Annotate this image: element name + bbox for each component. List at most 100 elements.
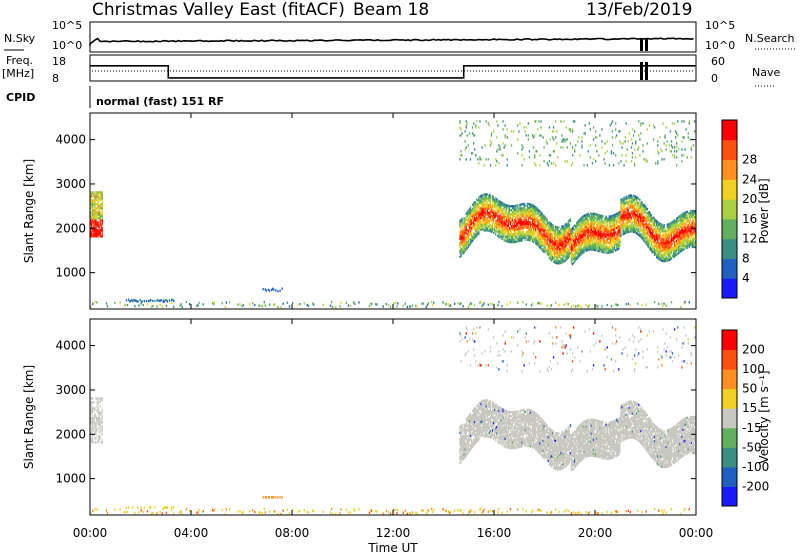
power-cell [624,224,626,227]
power-cell [376,303,378,306]
power-cell [467,229,470,232]
power-cell [518,212,520,215]
power-cell [535,164,537,167]
power-cell [586,223,588,226]
power-cell [607,245,609,248]
power-cell [387,304,390,307]
power-cell [93,203,95,206]
power-cell [575,231,577,234]
power-cell [595,247,597,250]
power-cell [683,220,685,223]
power-cell [548,237,551,240]
velocity-cell [464,430,466,433]
power-cell [539,220,541,223]
velocity-cell [288,512,291,515]
power-cell [647,225,649,228]
velocity-cell [188,509,191,513]
power-cell [625,195,627,198]
power-cell [627,208,629,212]
velocity-cell [93,421,95,424]
power-cell [562,227,564,230]
power-cell [650,243,653,247]
power-cell [572,261,575,264]
power-cell [597,249,599,252]
power-cell [681,245,683,248]
velocity-cell [98,419,100,422]
power-cell [587,226,589,230]
power-cell [595,160,597,163]
power-cell [637,202,639,206]
power-cell [571,128,574,131]
velocity-cell [460,430,462,434]
power-cell [571,235,574,238]
power-cell [643,219,645,222]
power-cell [515,204,517,207]
power-cell [101,201,103,204]
power-cell [526,204,528,207]
power-cell [672,246,675,249]
power-cell [571,130,574,133]
power-cell [530,229,533,232]
power-cell [101,227,103,230]
power-cell [635,195,637,198]
power-cell [474,226,476,230]
power-cell [625,154,627,157]
power-cell [529,211,532,214]
power-cell [595,243,597,246]
power-cell [581,226,583,229]
power-cell [461,251,463,254]
power-cell [473,210,475,213]
power-cell [297,303,299,306]
power-cell [609,219,612,222]
velocity-cell [213,509,215,513]
power-cell [639,138,641,141]
power-cell [535,238,537,241]
power-cell [692,245,695,249]
power-cell [556,262,558,265]
power-cell [568,225,571,228]
power-cell [602,241,604,244]
power-cell [621,219,623,223]
power-cell [499,230,501,233]
power-cell [370,302,373,306]
power-cell [622,201,624,204]
power-cell [611,250,614,253]
power-cell [636,198,638,201]
velocity-cell [262,496,264,499]
power-cell [625,231,627,234]
power-cell [100,191,102,194]
velocity-cell [92,427,94,430]
power-cell [479,227,481,230]
power-cell [90,207,92,210]
power-cell [541,214,543,217]
power-cell [581,136,583,139]
power-cell [582,237,584,240]
power-cell [673,237,676,240]
power-cell [551,235,554,239]
freq-line [90,65,696,79]
power-cell [587,248,589,252]
power-cell [675,248,677,251]
power-cell [522,146,524,149]
power-cell [491,215,494,218]
power-cell [659,136,661,139]
power-cell [602,249,604,252]
power-cell [609,229,612,232]
power-cell [663,302,665,305]
power-cell [477,225,479,228]
power-cell [565,230,567,233]
power-cell [500,203,502,206]
power-cell [672,230,675,233]
power-cell [502,212,504,215]
power-cell [613,245,616,249]
power-cell [631,212,634,215]
power-cell [547,238,550,241]
power-cell [629,228,632,231]
power-cell [516,212,518,215]
power-cell [619,242,621,245]
power-cell [478,200,480,203]
power-cell [545,235,547,238]
velocity-cell [462,446,464,449]
power-cell [525,224,527,227]
power-cell [581,146,583,149]
